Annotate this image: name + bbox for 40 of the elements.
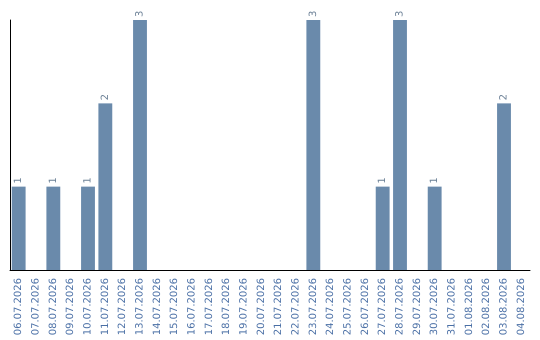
x-tick-label: 16.07.2026	[186, 278, 198, 336]
x-tick-label: 12.07.2026	[117, 278, 128, 336]
x-tick-label: 17.07.2026	[204, 278, 215, 336]
data-label: 1	[48, 177, 59, 184]
x-tick-label: 27.07.2026	[377, 278, 388, 336]
data-label: 2	[498, 94, 510, 100]
x-tick-label: 29.07.2026	[412, 278, 423, 336]
x-tick-label: 08.07.2026	[48, 278, 59, 336]
x-tick-label: 21.07.2026	[273, 278, 284, 336]
x-tick-label: 19.07.2026	[238, 278, 250, 336]
x-tick-label: 03.08.2026	[498, 278, 510, 336]
x-tick-label: 28.07.2026	[394, 278, 406, 336]
x-tick-label: 01.08.2026	[464, 278, 475, 336]
x-tick-label: 20.07.2026	[256, 278, 267, 336]
x-tick-label: 02.08.2026	[481, 278, 492, 336]
x-tick-label: 11.07.2026	[100, 278, 111, 336]
data-label: 3	[394, 10, 406, 17]
x-tick-label: 14.07.2026	[152, 278, 163, 336]
x-tick-label: 25.07.2026	[342, 278, 354, 336]
x-tick-label: 18.07.2026	[221, 278, 232, 336]
data-label: 3	[134, 10, 146, 17]
data-label: 1	[82, 177, 94, 184]
x-tick-label: 13.07.2026	[134, 278, 146, 336]
x-tick-label: 09.07.2026	[65, 278, 76, 336]
x-tick-label: 07.07.2026	[30, 278, 42, 336]
data-label: 1	[429, 177, 440, 184]
x-tick-label: 04.08.2026	[516, 278, 527, 336]
x-tick-label: 30.07.2026	[429, 278, 440, 336]
x-tick-label: 10.07.2026	[82, 278, 94, 336]
x-tick-label: 26.07.2026	[360, 278, 371, 336]
x-tick-label: 24.07.2026	[325, 278, 336, 336]
data-label: 1	[13, 177, 24, 184]
data-label: 3	[308, 10, 319, 17]
x-tick-label: 31.07.2026	[446, 278, 458, 336]
x-tick-label: 23.07.2026	[308, 278, 319, 336]
data-label: 1	[377, 177, 388, 184]
x-tick-label: 06.07.2026	[13, 278, 24, 336]
data-label: 2	[100, 94, 111, 100]
x-tick-label: 22.07.2026	[290, 278, 302, 336]
x-tick-label: 15.07.2026	[169, 278, 180, 336]
